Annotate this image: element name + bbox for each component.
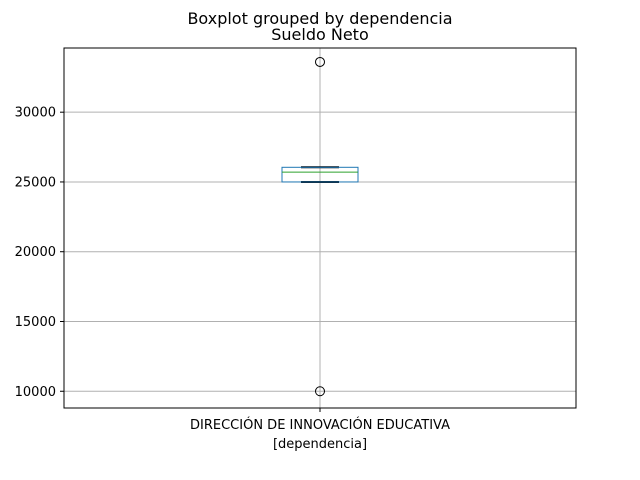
x-tick-label: DIRECCIÓN DE INNOVACIÓN EDUCATIVA — [190, 417, 450, 433]
tick-marks: 10000 15000 20000 25000 30000 — [15, 106, 321, 412]
y-tick-label: 10000 — [15, 385, 56, 400]
box-elements — [281, 56, 359, 397]
suptitle: Boxplot grouped by dependencia — [187, 9, 452, 28]
y-tick-label: 30000 — [15, 106, 56, 121]
chart-title: Sueldo Neto — [271, 25, 369, 44]
outlier-point — [315, 56, 325, 67]
grid-lines — [64, 48, 576, 408]
x-axis-label: [dependencia] — [273, 437, 367, 452]
plot-frame — [63, 47, 577, 409]
y-tick-label: 20000 — [15, 245, 56, 260]
y-tick-label: 25000 — [15, 175, 56, 190]
outlier-point — [315, 386, 325, 397]
iqr-box — [281, 166, 359, 183]
y-tick-label: 15000 — [15, 315, 56, 330]
